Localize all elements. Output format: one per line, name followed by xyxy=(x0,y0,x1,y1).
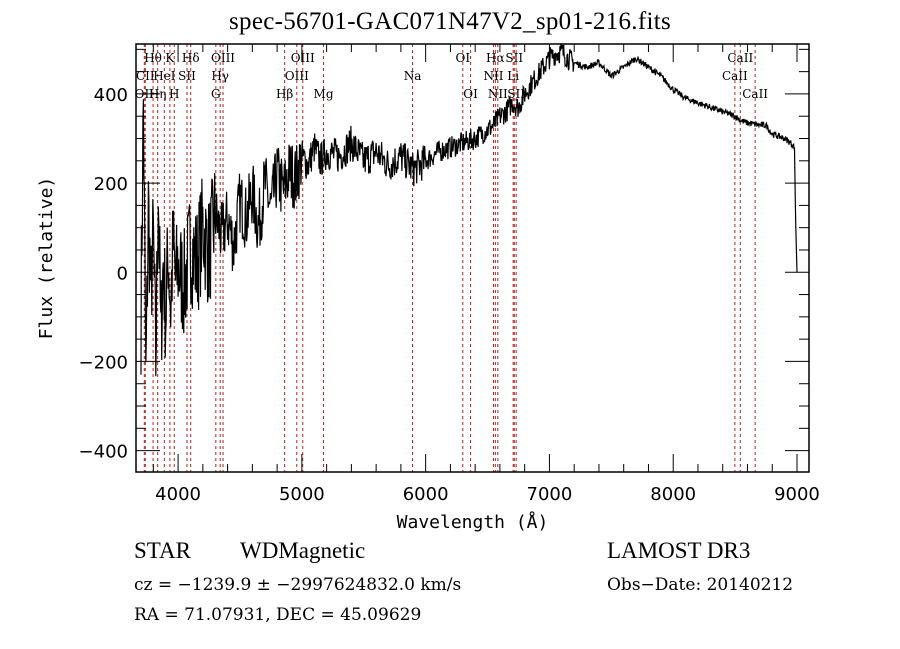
line-marker-label-5: K xyxy=(165,51,175,65)
line-marker-label-23: SII xyxy=(505,51,523,65)
x-tick-label: 6000 xyxy=(403,484,449,505)
line-markers-layer: HθCIIOIIHηHeIKHSIIHδHγGOIIIHβOIIIOIIIMgN… xyxy=(135,44,768,472)
y-tick-label: −200 xyxy=(79,352,128,373)
plot-frame xyxy=(135,43,810,473)
line-marker-label-19: NII xyxy=(483,69,503,83)
line-marker-label-15: Mg xyxy=(314,87,334,101)
y-axis-label: Flux (relative) xyxy=(36,177,57,340)
y-tick-label: −400 xyxy=(79,442,128,463)
survey-name: LAMOST DR3 xyxy=(607,538,751,563)
x-tick-label: 8000 xyxy=(650,484,696,505)
x-tick-label: 4000 xyxy=(155,484,201,505)
obs-date: Obs−Date: 20140212 xyxy=(607,575,794,595)
line-marker-label-16: Na xyxy=(404,69,422,83)
y-tick-label: 400 xyxy=(94,85,128,106)
line-marker-label-7: SII xyxy=(178,69,196,83)
line-marker-label-21: NII xyxy=(488,87,508,101)
line-marker-label-9: Hγ xyxy=(211,69,229,83)
line-marker-label-1: CII xyxy=(136,69,155,83)
y-tick-label: 0 xyxy=(117,263,128,284)
redshift-readout: cz = −1239.9 ± −2997624832.0 km/s xyxy=(134,575,462,595)
x-axis-label: Wavelength (Å) xyxy=(397,511,549,533)
spectrum-layer xyxy=(140,43,798,377)
object-class: STAR xyxy=(134,538,191,563)
x-tick-label: 5000 xyxy=(279,484,325,505)
tick-labels: 4000 5000 6000 7000 8000 9000 −400 −200 0 200 400 xyxy=(79,85,820,505)
line-marker-label-14: OIII xyxy=(291,51,315,65)
line-marker-label-8: Hδ xyxy=(182,51,200,65)
line-marker-label-6: H xyxy=(169,87,179,101)
line-marker-label-27: CaII xyxy=(742,87,768,101)
line-marker-label-25: CaII xyxy=(722,69,748,83)
line-marker-label-11: OIII xyxy=(211,51,235,65)
line-marker-label-12: Hβ xyxy=(276,87,293,101)
line-marker-label-20: Hα xyxy=(486,51,505,65)
coordinates: RA = 71.07931, DEC = 45.09629 xyxy=(134,605,422,625)
line-marker-label-24: SII xyxy=(507,87,525,101)
line-marker-label-4: HeI xyxy=(153,69,176,83)
line-marker-label-18: OI xyxy=(463,87,478,101)
line-marker-label-10: G xyxy=(211,87,221,101)
object-subclass: WDMagnetic xyxy=(240,538,366,563)
chart-title: spec-56701-GAC071N47V2_sp01-216.fits xyxy=(228,8,671,35)
spectrum-line xyxy=(140,43,798,377)
x-tick-label: 7000 xyxy=(527,484,573,505)
line-marker-label-17: OI xyxy=(455,51,470,65)
line-marker-label-22: Li xyxy=(507,69,519,83)
y-tick-label: 200 xyxy=(94,174,128,195)
x-tick-label: 9000 xyxy=(774,484,820,505)
line-marker-label-26: CaII xyxy=(727,51,753,65)
line-marker-label-0: Hθ xyxy=(144,51,162,65)
axis-ticks xyxy=(136,44,809,472)
line-marker-label-13: OIII xyxy=(285,69,309,83)
